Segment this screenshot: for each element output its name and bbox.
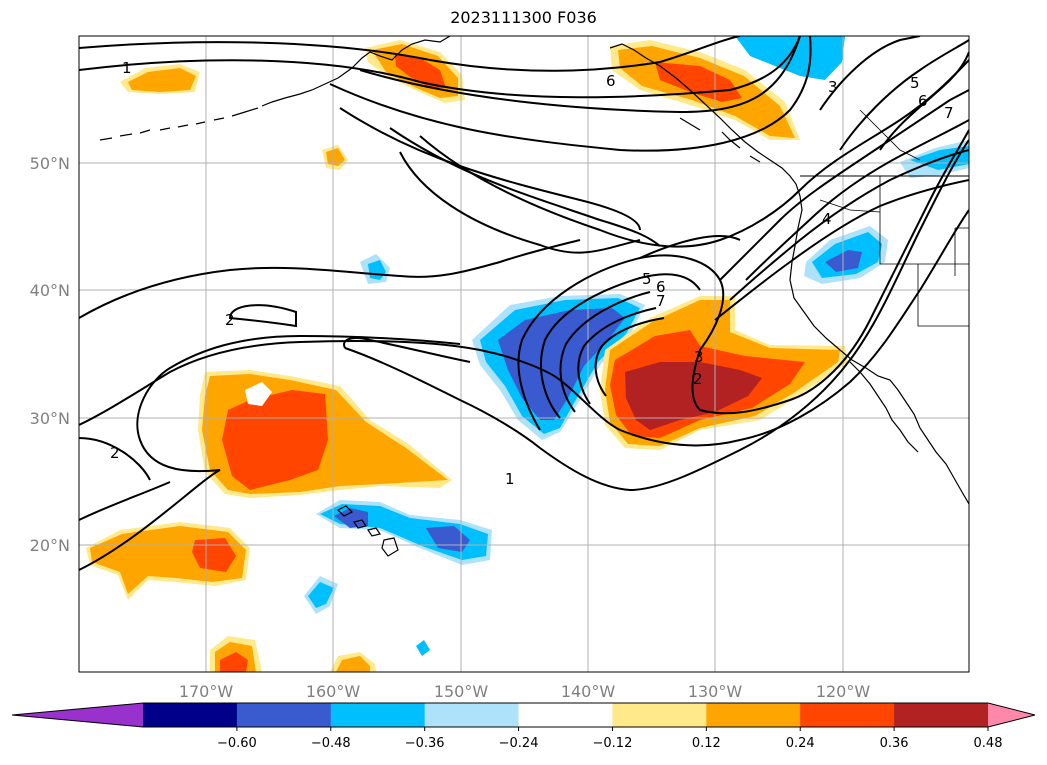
colorbar-tick-label: −0.36 [405, 736, 445, 751]
colorbar-tick-label: 0.48 [974, 736, 1003, 751]
latitude-labels: 50°N 40°N 30°N 20°N [30, 154, 70, 555]
lon-label-170w: 170°W [179, 682, 234, 701]
contour-label: 5 [910, 74, 920, 92]
lat-label-20n: 20°N [30, 536, 70, 555]
colorbar-tick-label: 0.36 [880, 736, 909, 751]
contour-label: 3 [828, 78, 838, 96]
contour-label: 1 [122, 59, 132, 77]
colorbar-bin [612, 703, 707, 727]
colorbar-tick-label: −0.12 [593, 736, 633, 751]
contour-label: 2 [110, 444, 120, 462]
colorbar-tick-label: 0.12 [692, 736, 721, 751]
colorbar-bin [518, 703, 613, 727]
contour-label: 6 [656, 278, 666, 296]
colorbar-bin [330, 703, 426, 727]
colorbar-tick-label: −0.48 [311, 736, 351, 751]
lon-label-150w: 150°W [434, 682, 489, 701]
colorbar-extend-max [988, 703, 1035, 727]
lon-label-140w: 140°W [561, 682, 616, 701]
colorbar-bin [894, 703, 989, 727]
colorbar-bin [236, 703, 332, 727]
coastlines [99, 36, 969, 557]
contour-label: 3 [694, 348, 704, 366]
lat-label-40n: 40°N [30, 281, 70, 300]
lat-label-30n: 30°N [30, 409, 70, 428]
lon-label-120w: 120°W [816, 682, 871, 701]
contour-label: 6 [606, 72, 616, 90]
contour-label: 5 [642, 270, 652, 288]
gridlines [79, 36, 969, 672]
lat-label-50n: 50°N [30, 154, 70, 173]
contour-lines [79, 36, 969, 571]
contour-label: 2 [225, 311, 235, 329]
longitude-labels: 170°W 160°W 150°W 140°W 130°W 120°W [179, 682, 871, 701]
contour-label: 1 [505, 470, 515, 488]
colorbar-bin [424, 703, 520, 727]
positive-anomaly-subtropical-west [198, 370, 452, 498]
colorbar-tick-label: −0.24 [499, 736, 539, 751]
colorbar-extend-min [12, 703, 143, 727]
contour-label: 7 [656, 292, 666, 310]
contour-label: 2 [693, 370, 703, 388]
map-frame [78, 35, 970, 673]
contour-label: 4 [822, 210, 832, 228]
colorbar: −0.60 −0.48 −0.36 −0.24 −0.12 0.12 0.24 0.36 0.4… [11, 702, 1036, 751]
colorbar-segments [12, 703, 1035, 727]
negative-anomaly-oregon [804, 226, 888, 284]
lon-label-160w: 160°W [306, 682, 361, 701]
colorbar-outline [11, 702, 1036, 728]
colorbar-tick-label: 0.24 [786, 736, 815, 751]
colorbar-bin [143, 703, 238, 727]
colorbar-ticks: −0.60 −0.48 −0.36 −0.24 −0.12 0.12 0.24 0.36 0.4… [217, 727, 1003, 751]
colorbar-bin [800, 703, 895, 727]
contour-label: 6 [918, 92, 928, 110]
negative-anomaly-tiny [416, 640, 430, 656]
colorbar-bin [706, 703, 801, 727]
contour-labels: 1 2 2 1 5 6 7 3 2 6 3 5 6 7 4 [110, 59, 954, 488]
colorbar-tick-label: −0.60 [217, 736, 257, 751]
lon-label-130w: 130°W [688, 682, 743, 701]
map-title: 2023111300 F036 [450, 8, 597, 27]
contour-label: 7 [944, 104, 954, 122]
